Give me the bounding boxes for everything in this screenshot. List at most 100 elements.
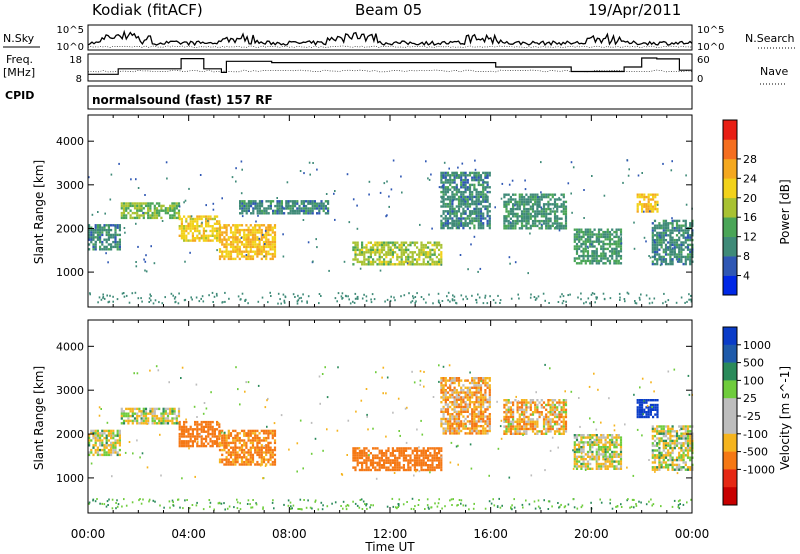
power-cell-7 [531,224,535,228]
station-title: Kodiak (fitACF) [92,1,203,19]
velocity-cell-7 [604,446,607,449]
power-cell-10 [664,260,668,263]
power-cell-7 [514,219,517,223]
power-cell-3 [271,231,274,234]
power-cell-7 [562,203,565,206]
power-cell-4 [280,204,283,208]
velocity-cell-4 [400,466,403,469]
velocity-cell-0 [105,444,108,447]
power-cell-8 [602,245,605,248]
velocity-cell-0 [92,434,95,437]
power-speckle [554,226,557,229]
power-cell-0 [105,238,108,241]
velocity-cell-7 [580,455,583,458]
velocity-cell-8 [656,408,659,411]
velocity-cell-0 [112,432,115,435]
velocity-cell-8 [643,411,646,414]
power-cell-5 [361,243,364,247]
velocity-cell-8 [649,413,652,416]
power-cell-3 [256,224,259,227]
power-speckle [134,291,137,294]
power-cell-4 [305,204,308,208]
power-cell-10 [667,234,670,237]
power-cell-0 [99,248,102,251]
power-cell-9 [645,210,648,213]
velocity-cell-0 [105,436,108,440]
velocity-cell-3 [234,436,237,440]
velocity-cell-4 [400,452,403,455]
power-cell-5 [361,246,364,249]
velocity-cell-7 [611,465,614,468]
power-cell-4 [294,200,297,203]
power-cell-4 [243,207,246,210]
power-cell-7 [523,205,526,208]
power-cell-8 [613,240,616,243]
power-cell-4 [285,202,288,205]
velocity-cell-5 [451,417,454,421]
power-cell-8 [595,262,598,265]
power-cell-10 [651,241,654,244]
power-cell-2 [205,234,208,237]
power-cell-0 [116,240,119,244]
power-cell-2 [200,234,203,237]
power-cell-0 [112,233,115,237]
power-cell-10 [684,258,687,261]
power-cell-6 [442,183,445,187]
power-cell-1 [175,216,178,220]
power-cell-4 [291,207,294,210]
velocity-cell-6 [523,401,526,404]
power-cell-6 [446,219,450,223]
power-cell-2 [178,234,181,237]
velocity-cell-9 [651,456,654,459]
power-cell-6 [462,181,465,184]
freq-left-label-2: [MHz] [3,66,35,79]
power-cell-3 [243,250,246,253]
power-cell-7 [514,207,517,211]
power-cell-4 [313,200,316,203]
power-cell-2 [191,232,194,235]
power-cell-5 [418,258,421,261]
velocity-cell-4 [433,454,436,457]
power-cell-2 [191,222,194,225]
power-speckle [595,296,597,299]
power-speckle [596,237,599,240]
power-cell-10 [671,248,674,251]
power-cell-8 [615,230,618,234]
velocity-cell-4 [358,449,361,452]
power-cell-10 [653,262,657,266]
power-cell-7 [514,222,517,225]
velocity-cell-3 [265,439,268,442]
power-cell-3 [269,245,272,249]
velocity-cell-5 [457,398,461,401]
velocity-cell-4 [427,459,430,462]
velocity-cell-1 [164,410,167,413]
power-cell-5 [378,251,381,254]
power-cell-5 [385,255,388,259]
velocity-cell-4 [372,456,375,460]
velocity-cell-3 [262,432,266,435]
power-cell-10 [673,248,676,251]
velocity-cell-8 [645,415,648,419]
power-cell-6 [453,198,456,201]
velocity-cell-7 [597,462,601,466]
power-cell-10 [662,229,665,232]
velocity-cell-4 [398,468,401,472]
velocity-cell-5 [453,420,456,423]
power-cell-8 [613,262,616,265]
power-cell-6 [468,222,472,225]
power-cell-4 [287,207,290,210]
power-speckle [585,301,587,304]
power-cell-5 [407,255,410,259]
velocity-cell-7 [595,455,598,458]
velocity-cell-9 [651,466,654,469]
power-cell-5 [435,243,438,247]
velocity-cell-6 [525,415,528,419]
velocity-cell-4 [429,454,432,457]
power-cell-0 [96,228,99,232]
power-cell-9 [652,205,655,208]
power-speckle [456,173,458,176]
velocity-cell-3 [234,451,237,454]
power-cell-5 [354,241,357,244]
power-cell-1 [122,211,126,215]
power-cell-10 [682,231,685,235]
